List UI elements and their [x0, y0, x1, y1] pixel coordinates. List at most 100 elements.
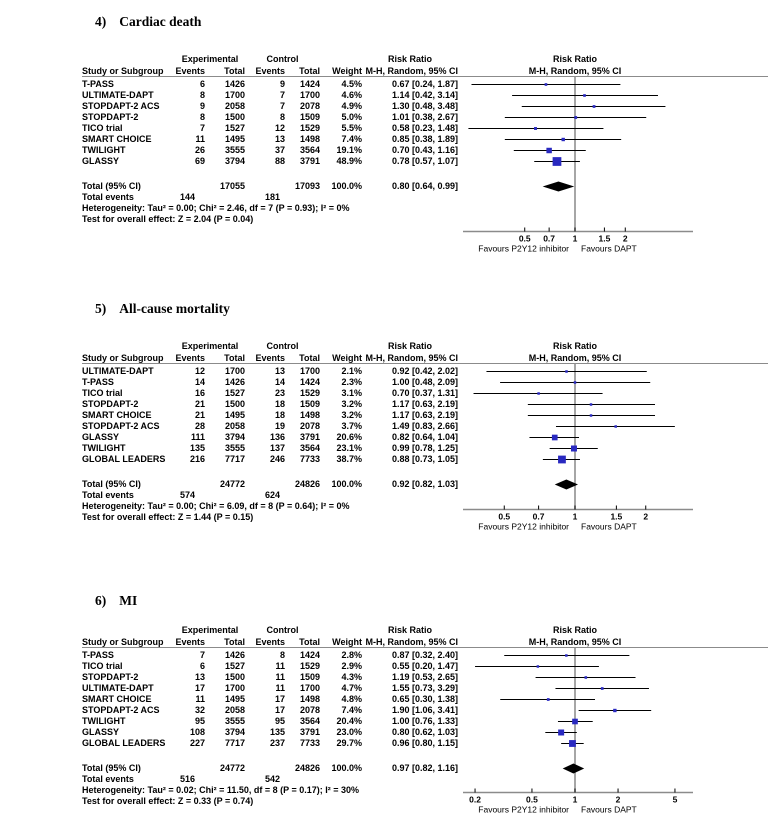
exp-total: 1700	[224, 90, 245, 100]
col-control: Control	[266, 54, 299, 64]
heterogeneity-text: Heterogeneity: Tau² = 0.02; Chi² = 11.50…	[82, 785, 360, 795]
weight: 2.9%	[341, 661, 362, 671]
heterogeneity-text: Heterogeneity: Tau² = 0.00; Chi² = 2.46,…	[82, 203, 350, 213]
exp-total: 1495	[224, 134, 245, 144]
exp-events: 6	[199, 79, 205, 89]
effect-square	[592, 105, 596, 108]
ctrl-total: 1529	[299, 123, 320, 133]
plot-header-risk-ratio: Risk Ratio	[552, 341, 597, 351]
table-column-header: Study or Subgroup Events Total Events To…	[82, 637, 458, 648]
pooled-diamond	[542, 181, 575, 192]
weight: 38.7%	[336, 454, 362, 464]
ctrl-events: 23	[274, 388, 285, 398]
effect-square	[537, 392, 540, 395]
exp-events: 7	[199, 123, 205, 133]
study-row: GLASSY 108 3794 135 3791 23.0% 0.80 [0.62, 1.0…	[82, 727, 458, 738]
col-events: Events	[255, 637, 285, 647]
tick-label: 0.5	[519, 234, 531, 244]
effect-square	[551, 434, 558, 441]
exp-events: 21	[194, 410, 205, 420]
exp-events: 8	[199, 112, 205, 122]
exp-total: 3794	[224, 156, 245, 166]
study-name: STOPDAPT-2 ACS	[82, 705, 160, 715]
effect-square	[552, 157, 562, 166]
total-events-exp: 574	[179, 490, 195, 500]
total-row: Total (95% CI) 17055 17093 100.0% 0.80 […	[82, 181, 458, 192]
study-name: ULTIMATE-DAPT	[82, 366, 154, 376]
spacer	[175, 181, 205, 192]
tick-label: 1	[573, 234, 578, 244]
total-events-label: Total events	[82, 774, 134, 784]
exp-events: 135	[189, 443, 205, 453]
total-rr: 0.97 [0.82, 1.16]	[391, 763, 458, 773]
ctrl-events: 11	[275, 683, 285, 693]
ctrl-events: 37	[274, 145, 285, 155]
exp-total: 3555	[224, 145, 245, 155]
total-row: Total (95% CI) 24772 24826 100.0% 0.97 […	[82, 763, 458, 774]
study-name: GLOBAL LEADERS	[82, 738, 166, 748]
overall-effect-text: Test for overall effect: Z = 0.33 (P = 0…	[82, 796, 254, 806]
rr-ci: 1.90 [1.06, 3.41]	[391, 705, 458, 715]
heterogeneity-text: Heterogeneity: Tau² = 0.00; Chi² = 6.09,…	[82, 501, 350, 511]
total-rr: 0.80 [0.64, 0.99]	[391, 181, 458, 191]
tick-label: 0.2	[469, 795, 481, 805]
ctrl-events: 7	[279, 101, 285, 111]
panel-heading: 4) Cardiac death	[95, 14, 201, 30]
study-name: ULTIMATE-DAPT	[82, 683, 154, 693]
rr-ci: 1.01 [0.38, 2.67]	[391, 112, 458, 122]
favours-right-label: Favours DAPT	[581, 522, 637, 532]
exp-events: 227	[189, 738, 205, 748]
ctrl-events: 9	[279, 79, 285, 89]
effect-square	[544, 83, 548, 86]
effect-square	[574, 116, 578, 119]
total-exp: 24772	[219, 763, 245, 773]
study-name: T-PASS	[82, 650, 114, 660]
study-name: T-PASS	[82, 79, 114, 89]
col-events: Events	[175, 66, 205, 76]
tick-label: 1.5	[610, 512, 622, 522]
ctrl-total: 1424	[299, 79, 320, 89]
exp-events: 26	[194, 145, 205, 155]
header-rule	[82, 647, 768, 648]
effect-square	[558, 729, 565, 736]
ctrl-events: 17	[274, 705, 285, 715]
ctrl-total: 3791	[299, 432, 320, 442]
weight: 23.0%	[336, 727, 362, 737]
pooled-diamond	[554, 479, 579, 490]
total-exp: 24772	[219, 479, 245, 489]
effect-square	[584, 676, 588, 679]
rr-ci: 0.70 [0.37, 1.31]	[391, 388, 458, 398]
rr-ci: 0.99 [0.78, 1.25]	[391, 443, 458, 453]
exp-total: 1500	[224, 399, 245, 409]
ctrl-events: 237	[269, 738, 285, 748]
ctrl-events: 18	[274, 410, 285, 420]
spacer	[245, 181, 285, 192]
ctrl-events: 7	[279, 90, 285, 100]
rr-ci: 0.58 [0.23, 1.48]	[391, 123, 458, 133]
panel-title: Cardiac death	[119, 14, 202, 29]
ctrl-events: 18	[274, 399, 285, 409]
spacer	[320, 54, 362, 65]
tick-label: 2	[623, 234, 628, 244]
exp-events: 7	[199, 650, 205, 660]
effect-square	[534, 127, 537, 130]
effect-square	[613, 708, 617, 713]
spacer	[320, 625, 362, 636]
ctrl-events: 136	[269, 432, 285, 442]
overall-effect-text: Test for overall effect: Z = 1.44 (P = 0…	[82, 512, 254, 522]
total-events-exp: 144	[179, 192, 195, 202]
ctrl-total: 1424	[299, 650, 320, 660]
study-row: TWILIGHT 95 3555 95 3564 20.4% 1.00 [0.76, 1.3…	[82, 716, 458, 727]
favours-right-label: Favours DAPT	[581, 805, 637, 815]
total-events-exp: 516	[179, 774, 195, 784]
exp-total: 1495	[224, 410, 245, 420]
col-study: Study or Subgroup	[82, 66, 164, 76]
study-row: STOPDAPT-2 21 1500 18 1509 3.2% 1.17 [0.63, 2.…	[82, 399, 458, 410]
ctrl-events: 95	[274, 716, 285, 726]
plot-header-method: M-H, Random, 95% CI	[528, 637, 622, 647]
exp-events: 11	[195, 694, 205, 704]
exp-events: 216	[189, 454, 205, 464]
col-mh-ci: M-H, Random, 95% CI	[365, 66, 458, 76]
weight: 2.1%	[341, 366, 362, 376]
forest-plot: 0.2 0.5 1 2 5 Favours P2Y12 inhibitor Favours …	[463, 647, 693, 815]
